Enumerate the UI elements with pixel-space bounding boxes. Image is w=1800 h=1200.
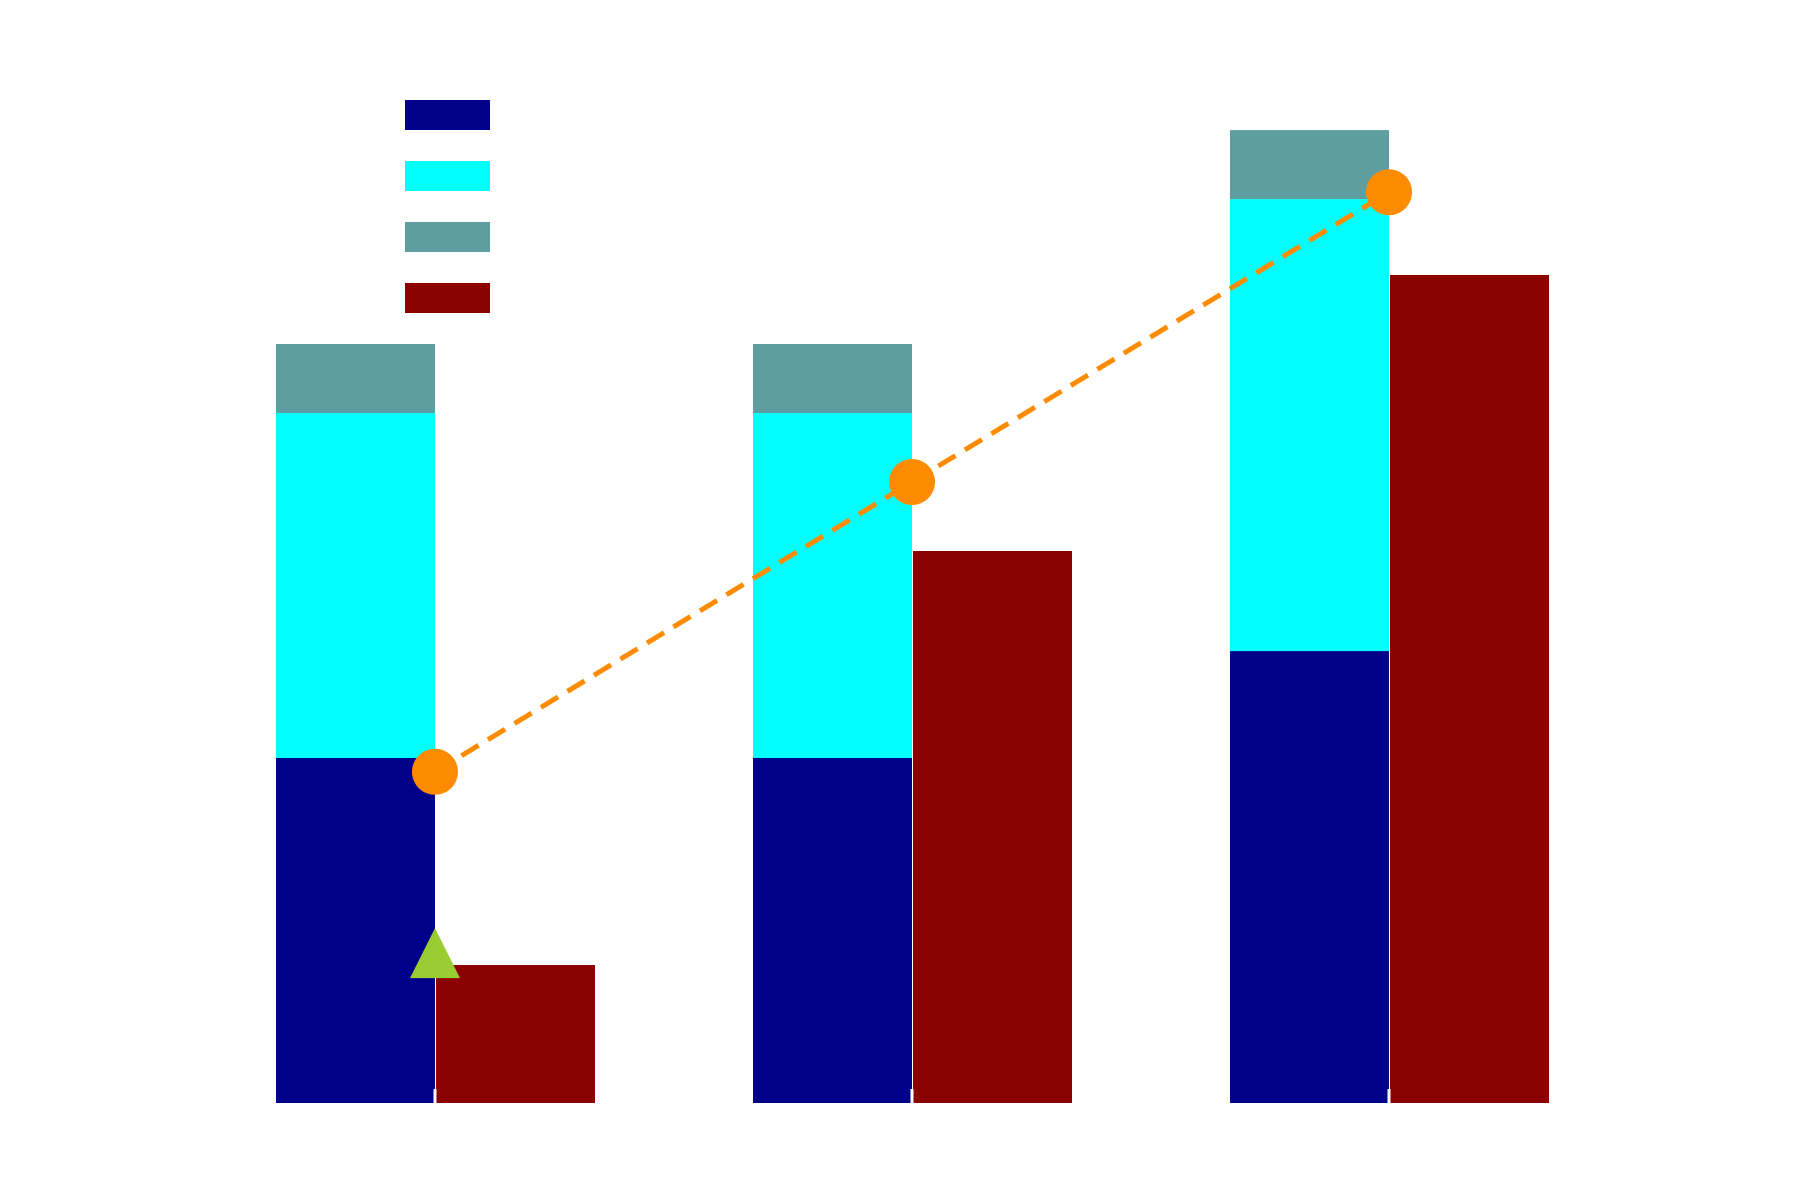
triangle-marker-1 (410, 928, 460, 979)
line-point-1-1 (412, 748, 458, 795)
stacked-bar-segment-3-cat-1 (276, 344, 435, 413)
side-bar-1-cat-1 (436, 965, 595, 1103)
stacked-bar-segment-1-cat-3 (1230, 651, 1389, 1103)
legend-swatch-4 (405, 283, 490, 313)
stacked-bar-segment-2-cat-1 (276, 413, 435, 758)
x-ticks-layer (433, 1089, 1391, 1103)
legend-swatch-1 (405, 100, 490, 130)
legend-swatch-2 (405, 161, 490, 191)
stacked-bar-segment-3-cat-3 (1230, 130, 1389, 200)
bars-layer (276, 130, 1549, 1103)
stacked-bar-segment-2-cat-3 (1230, 199, 1389, 652)
stacked-bar-segment-2-cat-2 (753, 413, 912, 758)
line-point-1-3 (1366, 169, 1412, 216)
side-bar-1-cat-3 (1390, 275, 1549, 1103)
legend (405, 100, 490, 313)
side-bar-1-cat-2 (913, 551, 1072, 1103)
line-point-1-2 (889, 459, 935, 505)
stacked-bar-segment-3-cat-2 (753, 344, 912, 413)
legend-swatch-3 (405, 222, 490, 252)
marker-layer (410, 928, 460, 979)
line-series-layer (412, 169, 1412, 795)
stacked-bar-segment-1-cat-1 (276, 758, 435, 1103)
stacked-bar-segment-1-cat-2 (753, 758, 912, 1103)
